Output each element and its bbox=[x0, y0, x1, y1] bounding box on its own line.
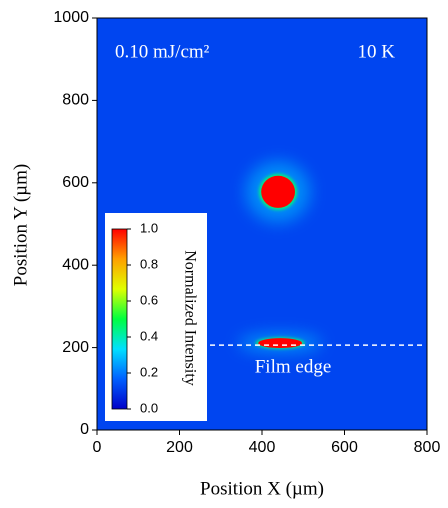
film-edge-label: Film edge bbox=[255, 356, 332, 377]
y-tick-label: 600 bbox=[62, 174, 89, 191]
y-tick-label: 200 bbox=[62, 339, 89, 356]
y-tick-label: 1000 bbox=[53, 9, 89, 26]
colorbar-tick-label: 0.0 bbox=[140, 400, 158, 415]
annotation: 10 K bbox=[358, 41, 396, 62]
spot-core bbox=[261, 175, 295, 208]
colorbar-tick-label: 0.8 bbox=[140, 256, 158, 271]
colorbar bbox=[111, 228, 128, 410]
colorbar-tick-label: 0.4 bbox=[140, 328, 158, 343]
annotation: 0.10 mJ/cm² bbox=[115, 41, 210, 62]
y-tick-label: 0 bbox=[80, 421, 89, 438]
colorbar-tick-label: 0.2 bbox=[140, 364, 158, 379]
x-axis-label: Position X (µm) bbox=[200, 478, 324, 499]
y-tick-label: 400 bbox=[62, 256, 89, 273]
colorbar-tick-label: 0.6 bbox=[140, 292, 158, 307]
y-tick-label: 800 bbox=[62, 92, 89, 109]
y-axis-label: Position Y (µm) bbox=[10, 164, 31, 287]
x-tick-label: 600 bbox=[331, 439, 358, 456]
x-tick-label: 400 bbox=[249, 439, 276, 456]
x-tick-label: 200 bbox=[166, 439, 193, 456]
x-tick-label: 0 bbox=[93, 439, 102, 456]
colorbar-label: Normalized Intensity bbox=[181, 250, 198, 386]
colorbar-tick-label: 1.0 bbox=[140, 220, 158, 235]
x-tick-label: 800 bbox=[414, 439, 441, 456]
spot-core bbox=[258, 338, 303, 349]
